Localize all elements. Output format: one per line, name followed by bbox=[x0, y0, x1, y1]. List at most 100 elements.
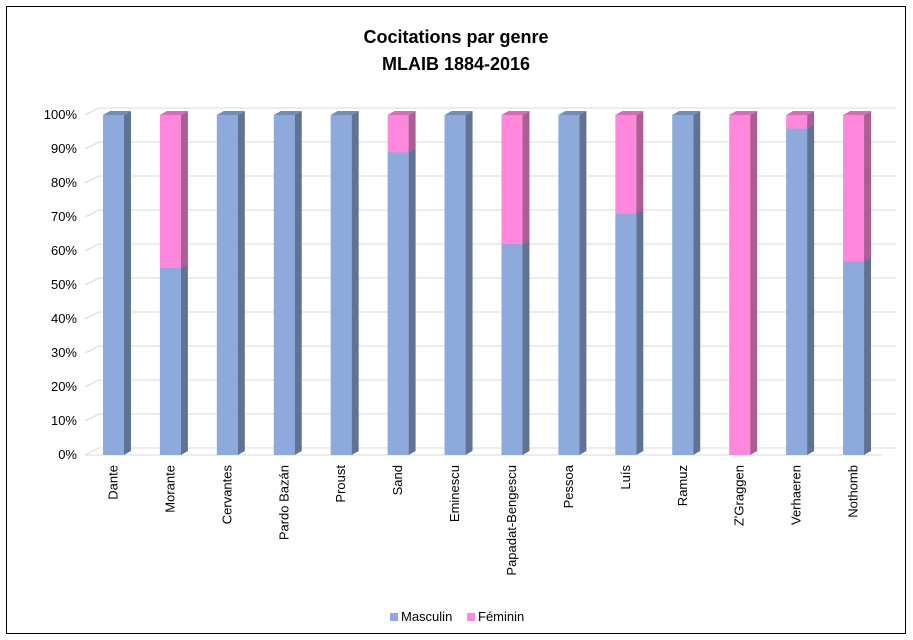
bar-side-féminin bbox=[180, 111, 188, 268]
gridline-side bbox=[84, 141, 100, 150]
bar-top-féminin bbox=[786, 111, 815, 115]
bar-top-féminin bbox=[387, 111, 416, 115]
bar-top-masculin bbox=[216, 111, 245, 115]
y-tick-label: 90% bbox=[51, 141, 77, 156]
bar-side-féminin bbox=[636, 111, 644, 214]
bar-side-masculin bbox=[465, 111, 473, 455]
bar-segment-féminin bbox=[786, 115, 808, 129]
grid-layer bbox=[84, 107, 896, 456]
bar-segment-masculin bbox=[615, 213, 637, 455]
bar-side-féminin bbox=[408, 111, 416, 153]
bar-segment-féminin bbox=[387, 115, 409, 153]
bar-side-masculin bbox=[579, 111, 587, 455]
bar-segment-masculin bbox=[387, 152, 409, 455]
bar-segment-féminin bbox=[501, 115, 523, 245]
chart-title: Cocitations par genre bbox=[363, 27, 548, 47]
chart-subtitle: MLAIB 1884-2016 bbox=[382, 54, 530, 74]
x-category-label: Cervantes bbox=[219, 465, 234, 525]
bar-side-masculin bbox=[693, 111, 701, 455]
bar-segment-masculin bbox=[102, 115, 124, 455]
x-category-label: Luís bbox=[618, 465, 633, 490]
bar-side-masculin bbox=[123, 111, 131, 455]
y-tick-label: 100% bbox=[44, 107, 78, 122]
bar-segment-masculin bbox=[786, 128, 808, 455]
chart-svg: Cocitations par genre MLAIB 1884-2016 0%… bbox=[44, 27, 896, 624]
x-category-label: Morante bbox=[162, 465, 177, 513]
bar-segment-masculin bbox=[330, 115, 352, 455]
bar-top-féminin bbox=[843, 111, 872, 115]
y-tick-label: 10% bbox=[51, 413, 77, 428]
bar-side-masculin bbox=[864, 257, 872, 455]
y-tick-label: 30% bbox=[51, 345, 77, 360]
gridline-side bbox=[84, 209, 100, 218]
bar-side-masculin bbox=[180, 264, 188, 455]
y-tick-label: 0% bbox=[58, 447, 77, 462]
bar-top-masculin bbox=[330, 111, 359, 115]
bar-side-masculin bbox=[351, 111, 359, 455]
legend-swatch-masculin bbox=[390, 613, 398, 621]
bar-top-féminin bbox=[159, 111, 188, 115]
y-tick-label: 20% bbox=[51, 379, 77, 394]
bar-side-féminin bbox=[750, 111, 758, 455]
bar-segment-masculin bbox=[672, 115, 694, 455]
x-category-label: Verhaeren bbox=[789, 465, 804, 525]
x-category-label: Proust bbox=[333, 465, 348, 503]
x-category-label: Ramuz bbox=[675, 465, 690, 506]
x-category-label: Dante bbox=[105, 465, 120, 500]
x-category-label: Nothomb bbox=[846, 465, 861, 518]
y-tick-label: 60% bbox=[51, 243, 77, 258]
bar-top-masculin bbox=[273, 111, 302, 115]
legend-label-masculin: Masculin bbox=[401, 609, 452, 624]
bar-top-masculin bbox=[102, 111, 131, 115]
gridline-side bbox=[84, 311, 100, 320]
bar-top-féminin bbox=[501, 111, 530, 115]
bar-side-féminin bbox=[807, 111, 815, 129]
gridline-side bbox=[84, 107, 100, 116]
legend-swatch-feminin bbox=[467, 613, 475, 621]
bar-top-féminin bbox=[729, 111, 758, 115]
bar-side-féminin bbox=[864, 111, 872, 262]
x-category-label: Pessoa bbox=[561, 464, 576, 508]
legend-label-feminin: Féminin bbox=[478, 609, 524, 624]
bar-segment-masculin bbox=[216, 115, 238, 455]
bar-side-masculin bbox=[636, 209, 644, 455]
bar-side-masculin bbox=[408, 148, 416, 455]
x-category-label: Pardo Bazán bbox=[276, 465, 291, 540]
y-tick-label: 70% bbox=[51, 209, 77, 224]
bar-segment-masculin bbox=[501, 244, 523, 455]
x-category-label: Eminescu bbox=[447, 465, 462, 522]
bar-segment-masculin bbox=[843, 261, 865, 455]
gridline-side bbox=[84, 243, 100, 252]
bar-top-masculin bbox=[672, 111, 701, 115]
bar-top-masculin bbox=[558, 111, 587, 115]
bar-segment-masculin bbox=[273, 115, 295, 455]
gridline-side bbox=[84, 413, 100, 422]
bar-segment-féminin bbox=[729, 115, 751, 455]
bar-side-masculin bbox=[294, 111, 302, 455]
bar-layer bbox=[102, 111, 872, 455]
bar-side-masculin bbox=[807, 124, 815, 455]
gridline-side bbox=[84, 379, 100, 388]
bar-segment-masculin bbox=[558, 115, 580, 455]
gridline-side bbox=[84, 345, 100, 354]
bar-segment-féminin bbox=[843, 115, 865, 262]
x-category-label: Z'Graggen bbox=[732, 465, 747, 526]
bar-segment-féminin bbox=[159, 115, 181, 268]
gridline-side bbox=[84, 447, 100, 456]
bar-top-masculin bbox=[444, 111, 473, 115]
bar-side-féminin bbox=[522, 111, 530, 245]
bar-top-féminin bbox=[615, 111, 644, 115]
bar-side-masculin bbox=[522, 240, 530, 455]
chart-frame: Cocitations par genre MLAIB 1884-2016 0%… bbox=[6, 6, 906, 634]
bar-side-masculin bbox=[237, 111, 245, 455]
y-tick-label: 80% bbox=[51, 175, 77, 190]
bar-segment-féminin bbox=[615, 115, 637, 214]
gridline-side bbox=[84, 277, 100, 286]
legend: Masculin Féminin bbox=[390, 609, 524, 624]
y-tick-label: 40% bbox=[51, 311, 77, 326]
bar-segment-masculin bbox=[444, 115, 466, 455]
bar-segment-masculin bbox=[159, 268, 181, 455]
x-category-label: Sand bbox=[390, 465, 405, 495]
gridline-side bbox=[84, 175, 100, 184]
y-tick-label: 50% bbox=[51, 277, 77, 292]
